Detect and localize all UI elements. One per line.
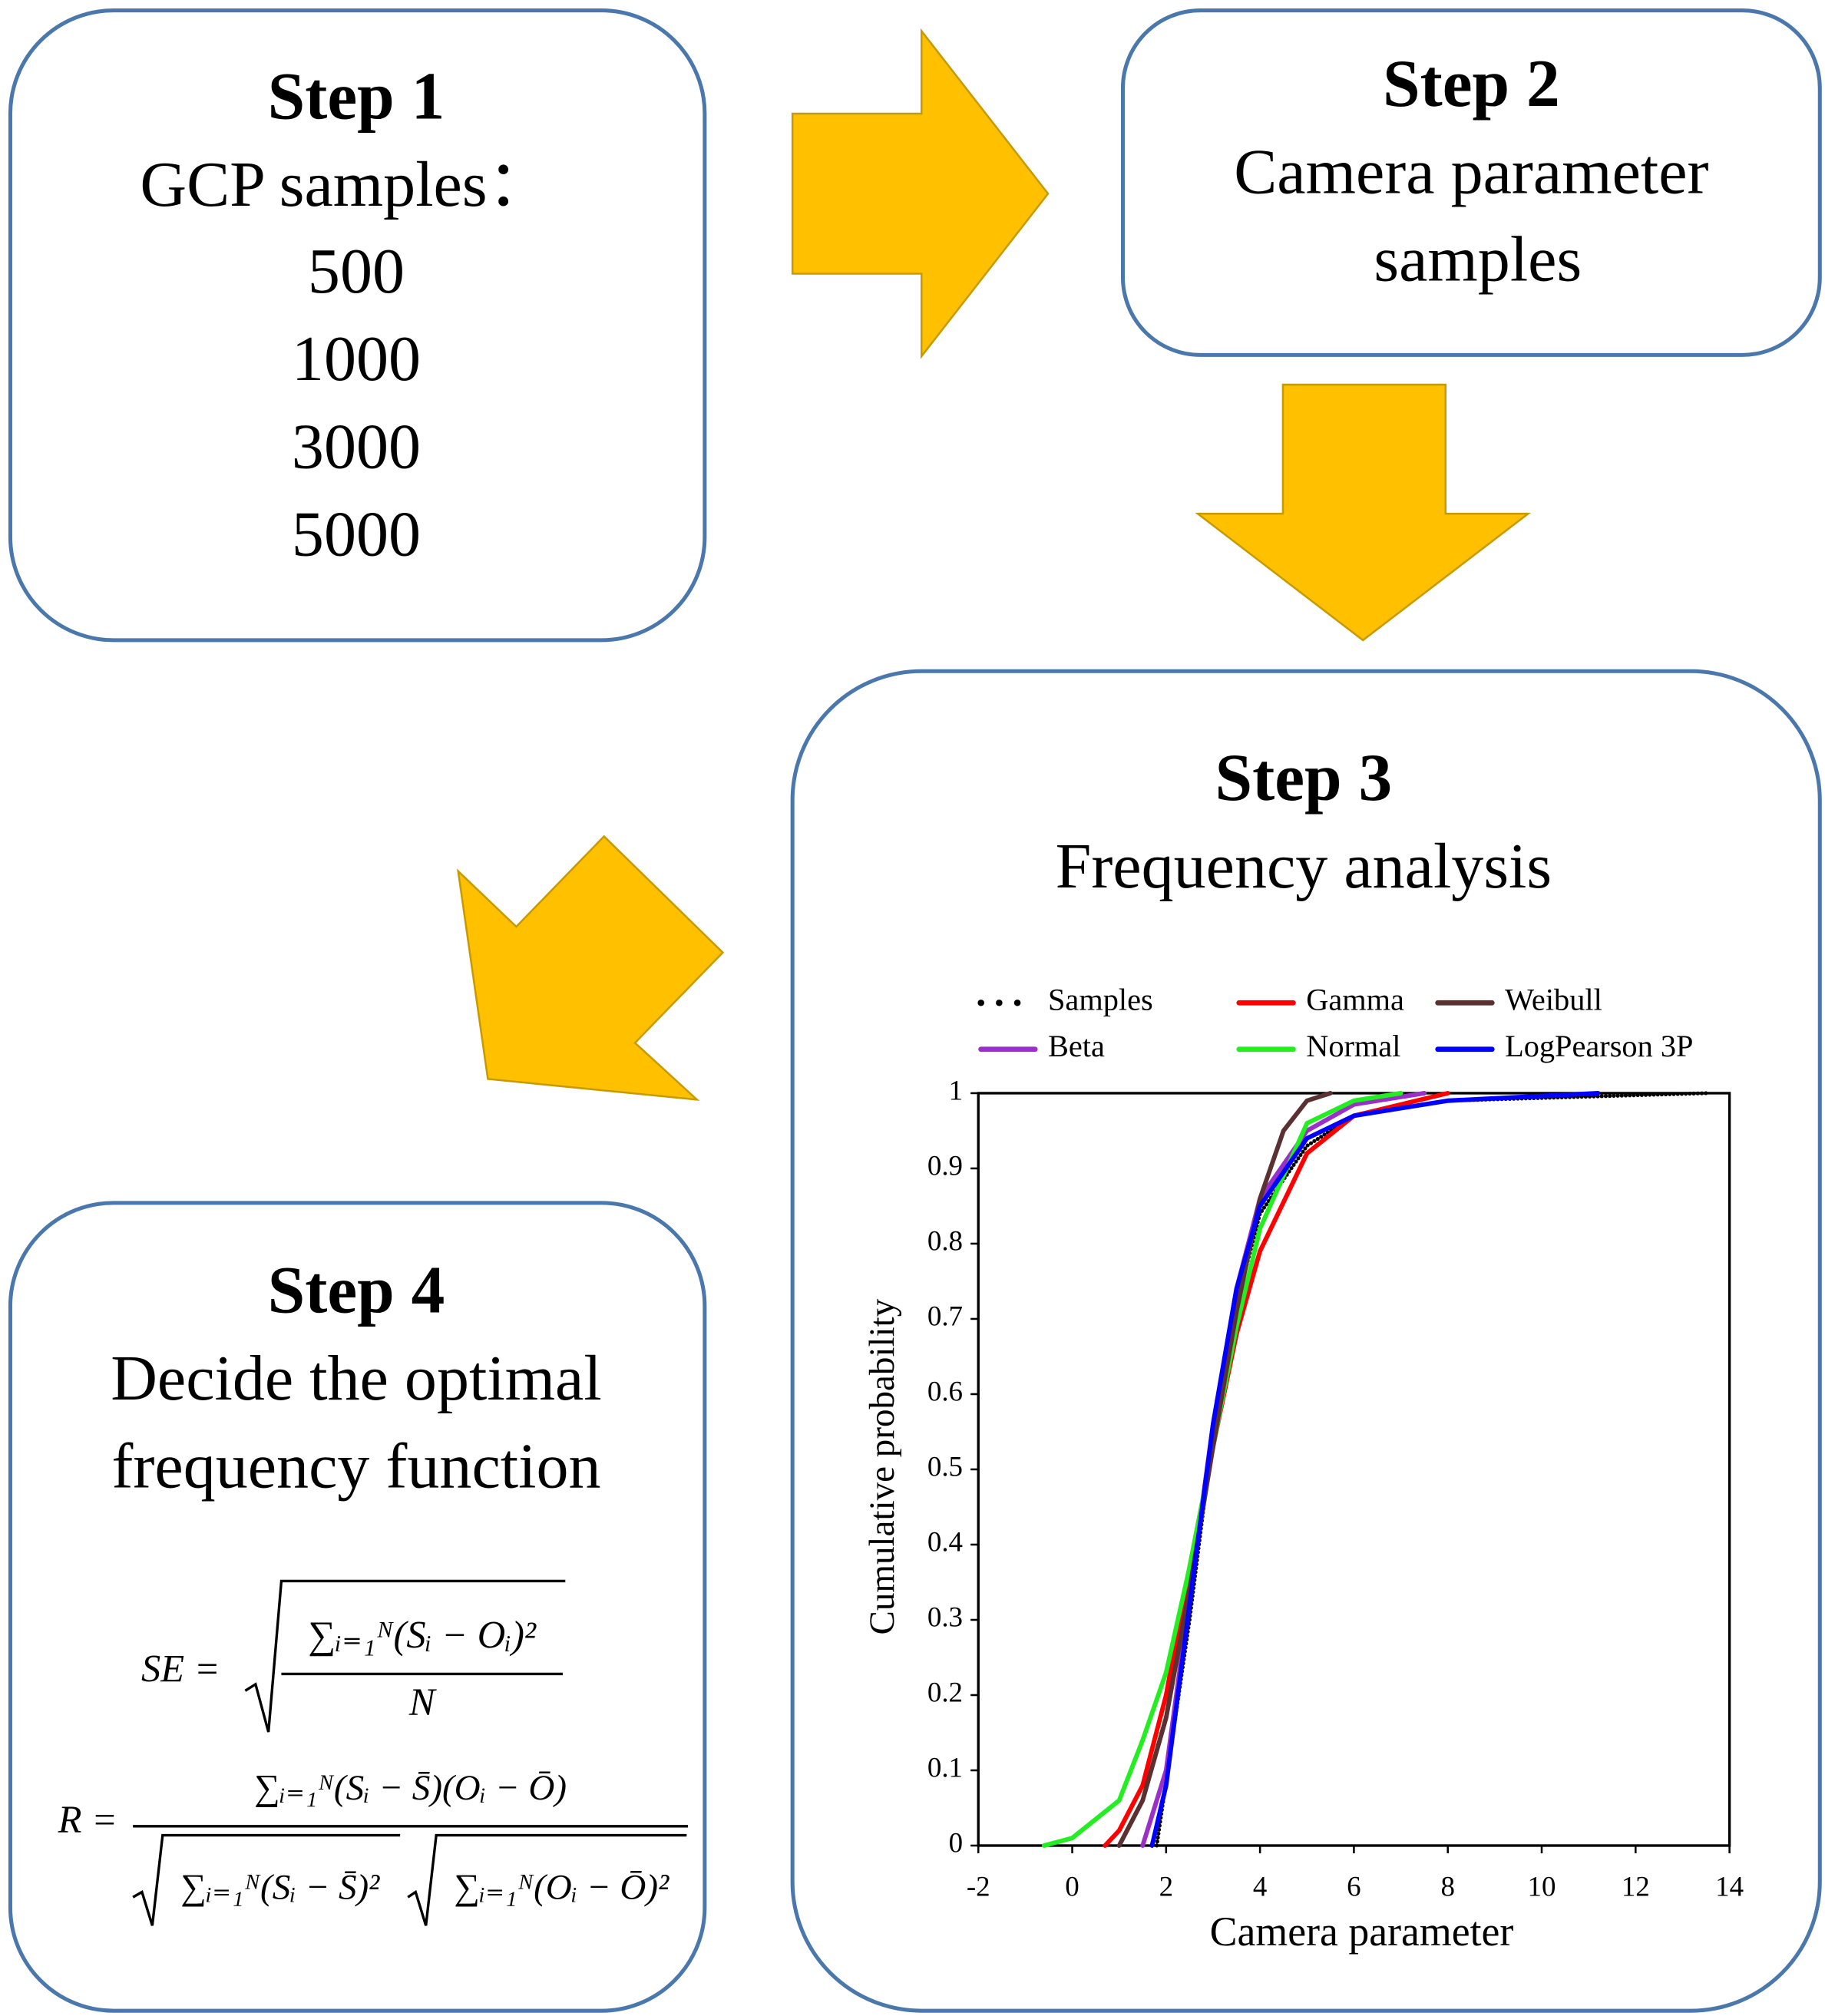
- y-tick-label: 0.2: [927, 1676, 963, 1707]
- formula-numerator: ∑ᵢ₌₁ᴺ(Sᵢ − S̄)(Oᵢ − Ō): [254, 1768, 567, 1808]
- y-tick-label: 0.6: [927, 1375, 963, 1406]
- x-tick-label: 0: [1065, 1871, 1079, 1902]
- radical: [244, 1579, 566, 1733]
- y-tick-label: 0.7: [927, 1300, 963, 1331]
- y-tick-label: 1: [949, 1074, 963, 1105]
- plot-frame: [977, 1092, 1731, 1847]
- formula-denominator: ∑ᵢ₌₁ᴺ(Sᵢ − S̄)²: [180, 1868, 380, 1908]
- y-tick-label: 0: [949, 1826, 963, 1858]
- radical: [407, 1833, 687, 1926]
- step-text: Frequency analysis: [1056, 831, 1552, 902]
- step-text: Camera parameter: [1234, 136, 1708, 207]
- x-tick-label: 4: [1253, 1871, 1267, 1902]
- x-axis-label: Camera parameter: [1210, 1909, 1514, 1955]
- y-tick-label: 0.5: [927, 1450, 963, 1482]
- formula-lhs: SE =: [141, 1647, 220, 1690]
- step-text: 3000: [292, 411, 421, 482]
- formula-numerator: ∑ᵢ₌₁ᴺ(Sᵢ − Oᵢ)²: [308, 1614, 537, 1657]
- y-tick-label: 0.3: [927, 1601, 963, 1632]
- step-text: 5000: [292, 499, 421, 570]
- step-text: frequency function: [111, 1430, 600, 1502]
- step-title: Step 1: [268, 59, 445, 134]
- step2-box: [1120, 8, 1822, 357]
- step-text: 1000: [292, 323, 421, 395]
- y-tick-label: 0.9: [927, 1149, 963, 1181]
- x-tick-label: 6: [1347, 1871, 1360, 1902]
- step-text: samples: [1374, 224, 1582, 296]
- legend-label: Weibull: [1505, 983, 1602, 1017]
- legend-label: Samples: [1048, 983, 1153, 1017]
- step-text: 500: [308, 236, 405, 307]
- radical: [132, 1833, 401, 1926]
- arrow-down: [1195, 383, 1532, 642]
- formula-denominator: N: [408, 1681, 437, 1724]
- series-line: [1149, 1091, 1601, 1848]
- step-text: Decide the optimal: [111, 1343, 601, 1414]
- series-line: [1116, 1091, 1333, 1848]
- formula-denominator: ∑ᵢ₌₁ᴺ(Oᵢ − Ō)²: [454, 1868, 669, 1908]
- step-title: Step 4: [268, 1253, 445, 1327]
- step4-box: [8, 1201, 707, 2013]
- arrow-down-left: [457, 834, 725, 1101]
- step-title: Step 2: [1383, 46, 1560, 121]
- arrow-right: [791, 28, 1050, 359]
- step-text: GCP samples：: [140, 149, 551, 220]
- y-tick-label: 0.4: [927, 1525, 963, 1557]
- legend-label: Normal: [1306, 1029, 1400, 1063]
- x-tick-label: 14: [1715, 1871, 1744, 1902]
- legend-label: Gamma: [1306, 983, 1404, 1017]
- x-tick-label: 8: [1440, 1871, 1454, 1902]
- formula-lhs: R =: [58, 1798, 117, 1841]
- step-title: Step 3: [1215, 740, 1393, 815]
- x-tick-label: 10: [1528, 1871, 1556, 1902]
- legend-label: Beta: [1048, 1029, 1105, 1063]
- x-tick-label: 12: [1622, 1871, 1650, 1902]
- legend-label: LogPearson 3P: [1505, 1029, 1693, 1063]
- y-tick-label: 0.1: [927, 1751, 963, 1783]
- x-tick-label: 2: [1159, 1871, 1173, 1902]
- y-tick-label: 0.8: [927, 1224, 963, 1256]
- x-tick-label: -2: [967, 1871, 990, 1902]
- y-axis-label: Cumulative probability: [862, 1298, 902, 1634]
- step1-box: [8, 8, 707, 643]
